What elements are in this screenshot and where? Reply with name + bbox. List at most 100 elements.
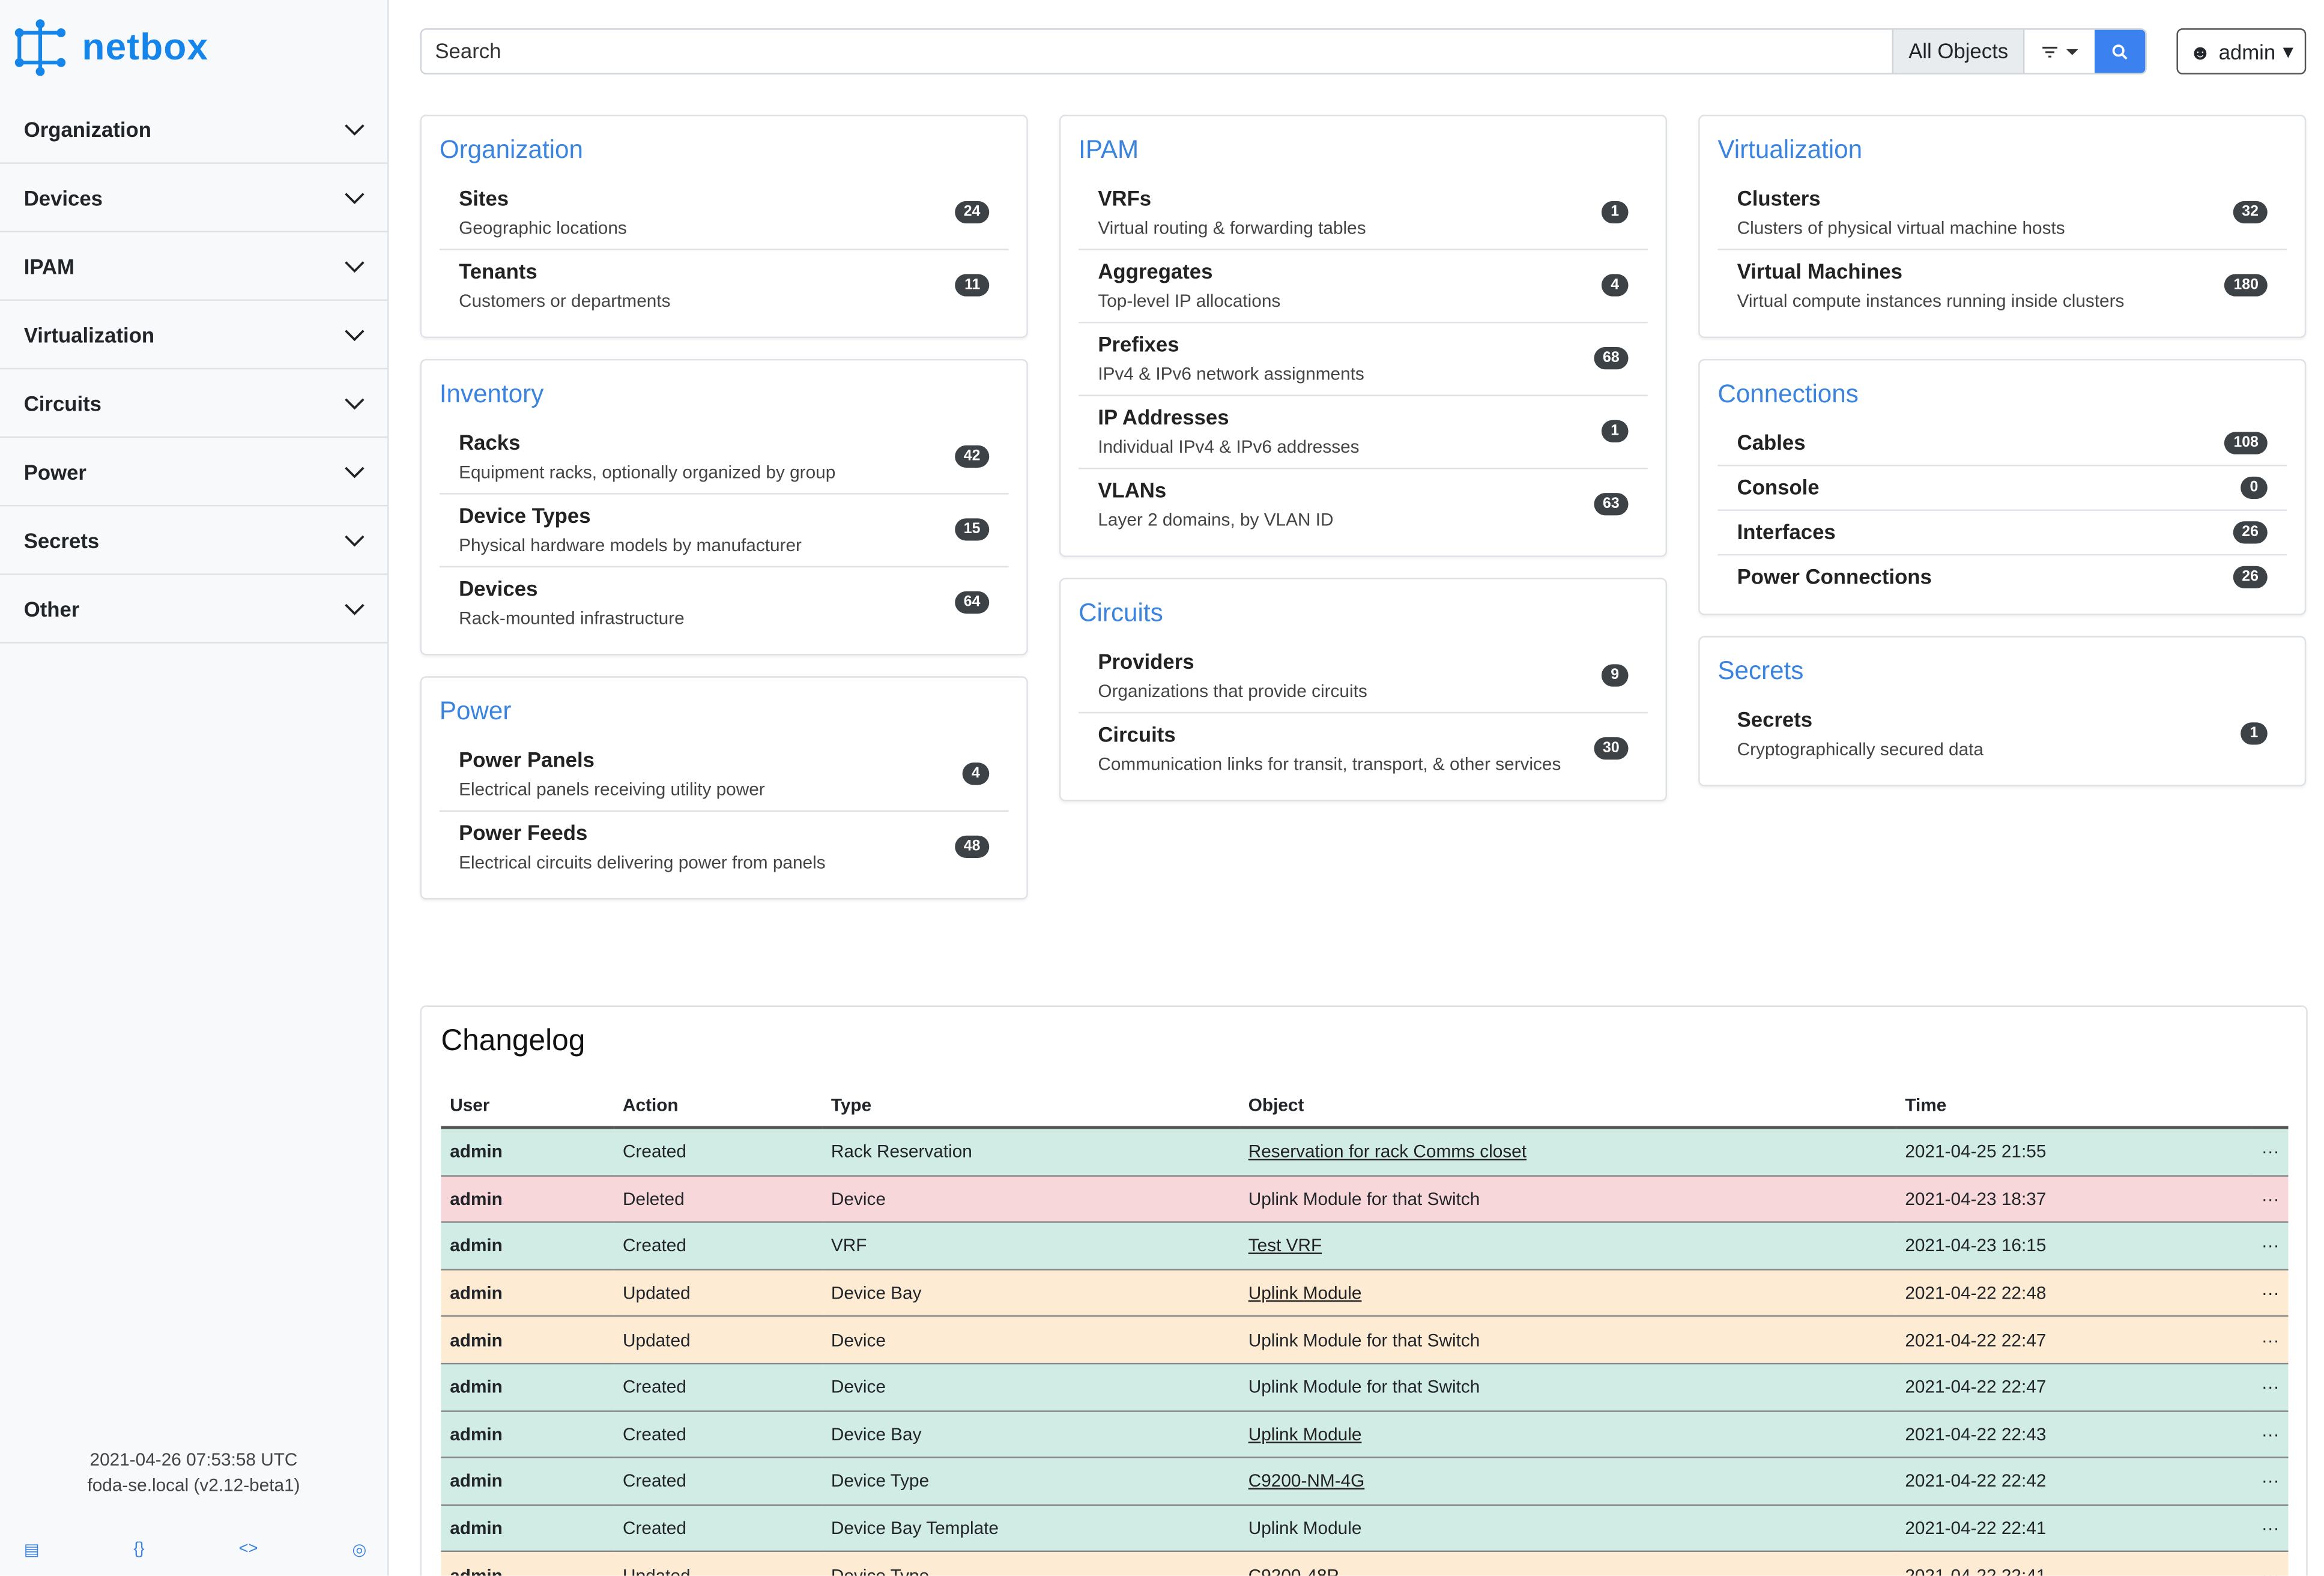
code-icon[interactable]: <> [238,1540,258,1558]
card-item[interactable]: Secrets Cryptographically secured data 1 [1717,698,2287,770]
object-link[interactable]: C9200-48P [1248,1565,1339,1576]
card-item[interactable]: Providers Organizations that provide circ… [1079,641,1648,714]
card-title[interactable]: Power [439,697,512,726]
card-item[interactable]: Power Panels Electrical panels receiving … [439,738,1009,812]
nav-item[interactable]: Virtualization [0,301,389,370]
count-badge: 9 [1601,664,1629,687]
help-icon[interactable]: ◎ [352,1541,367,1560]
count-badge: 30 [1594,737,1629,760]
item-description: Electrical circuits delivering power fro… [459,852,826,873]
card-title[interactable]: Inventory [439,379,544,408]
chevron [345,466,365,478]
card-item[interactable]: IP Addresses Individual IPv4 & IPv6 addre… [1079,396,1648,469]
nav-item[interactable]: Devices [0,164,389,233]
card-item[interactable]: Power Feeds Electrical circuits deliverin… [440,812,1009,883]
card-item[interactable]: Clusters Clusters of physical virtual mac… [1717,177,2287,250]
card-title[interactable]: Secrets [1717,657,1804,686]
type: Device Type [822,1551,1239,1576]
row-actions[interactable]: ··· [2252,1457,2289,1506]
nav-item[interactable]: Power [0,438,389,507]
item-text: Aggregates Top-level IP allocations [1098,259,1280,312]
card-item[interactable]: Interfaces 26 [1717,511,2287,556]
object: Uplink Module [1239,1269,1896,1317]
card-item[interactable]: Devices Rack-mounted infrastructure 64 [440,567,1009,639]
user: admin [441,1316,614,1365]
item-description: Individual IPv4 & IPv6 addresses [1098,436,1360,457]
item-description: Virtual compute instances running inside… [1737,290,2125,312]
row-actions[interactable]: ··· [2252,1505,2289,1553]
object-link[interactable]: Test VRF [1248,1235,1322,1257]
row-actions[interactable]: ··· [2252,1127,2289,1176]
card-item[interactable]: VRFs Virtual routing & forwarding tables 1 [1079,177,1648,250]
type: Device Bay [822,1269,1239,1317]
row-actions[interactable]: ··· [2252,1175,2289,1224]
card-title[interactable]: Circuits [1079,599,1163,627]
nav-item[interactable]: Other [0,575,389,644]
server-time: 2021-04-26 07:53:58 UTC [89,1449,298,1470]
card-item[interactable]: Virtual Machines Virtual compute instance… [1717,250,2287,322]
item-text: Secrets Cryptographically secured data [1737,707,1984,759]
chevron [345,123,365,135]
item-description: Organizations that provide circuits [1098,680,1367,702]
action: Updated [614,1269,823,1317]
action: Created [614,1410,823,1459]
card-title[interactable]: IPAM [1079,135,1139,164]
chevron [345,603,365,615]
user-menu[interactable]: ☻ admin ▾ [2176,28,2307,75]
search-scope[interactable]: All Objects [1892,29,2023,73]
changelog-row: admin Created Device Bay Template Uplink Mo… [441,1505,2289,1553]
docs-icon[interactable]: ▤ [23,1541,40,1560]
sidebar: netbox Organization Devices IPAM Virtualiza… [0,0,389,1576]
card-item[interactable]: Racks Equipment racks, optionally organiz… [439,421,1009,495]
time: 2021-04-22 22:41 [1896,1551,2253,1576]
chevron [345,192,365,204]
logo[interactable]: netbox [10,18,208,77]
card-title[interactable]: Connections [1717,379,1859,408]
object-link[interactable]: C9200-NM-4G [1248,1470,1365,1492]
filter-button[interactable] [2023,29,2095,73]
card-item[interactable]: Sites Geographic locations 24 [439,177,1009,250]
row-actions[interactable]: ··· [2252,1222,2289,1270]
nav-item[interactable]: IPAM [0,232,389,301]
card-item[interactable]: VLANs Layer 2 domains, by VLAN ID 63 [1079,469,1648,540]
count-badge: 108 [2224,431,2268,454]
nav-item[interactable]: Secrets [0,506,389,575]
nav-item[interactable]: Organization [0,95,389,164]
card-item[interactable]: Console 0 [1717,466,2287,511]
object-link[interactable]: Uplink Module [1248,1424,1362,1445]
card-item[interactable]: Power Connections 26 [1717,555,2287,599]
card-item[interactable]: Tenants Customers or departments 11 [440,250,1009,322]
object-name: Uplink Module [1248,1518,1362,1539]
card-title[interactable]: Organization [439,135,583,164]
item-name: Sites [459,186,509,210]
nav-item[interactable]: Circuits [0,369,389,438]
row-actions[interactable]: ··· [2252,1410,2289,1459]
object: Uplink Module for that Switch [1239,1175,1896,1224]
search-button[interactable] [2095,29,2146,73]
item-text: Console [1737,475,1820,499]
item-text: Devices Rack-mounted infrastructure [459,576,685,629]
search-input[interactable]: Search [435,38,501,63]
card-item[interactable]: Cables 108 [1717,421,2287,466]
object-link[interactable]: Reservation for rack Comms closet [1248,1141,1527,1162]
api-icon[interactable]: {} [133,1540,145,1558]
item-description: Communication links for transit, transpo… [1098,753,1561,775]
card: Inventory Racks Equipment racks, optionall… [420,358,1028,656]
card-item[interactable]: Device Types Physical hardware models by … [439,495,1009,568]
row-actions[interactable]: ··· [2252,1316,2289,1365]
card-item[interactable]: Circuits Communication links for transit,… [1079,713,1648,785]
card-item[interactable]: Prefixes IPv4 & IPv6 network assignments 6… [1079,323,1648,396]
row-actions[interactable]: ··· [2252,1363,2289,1411]
user: admin [441,1505,614,1553]
item-text: Virtual Machines Virtual compute instance… [1737,259,2125,312]
item-text: VRFs Virtual routing & forwarding tables [1098,186,1366,238]
card-title[interactable]: Virtualization [1717,135,1863,164]
card-item[interactable]: Aggregates Top-level IP allocations 4 [1079,250,1648,324]
row-actions[interactable]: ··· [2252,1269,2289,1317]
object: Test VRF [1239,1222,1896,1270]
user: admin [441,1269,614,1317]
row-actions[interactable]: ··· [2252,1551,2289,1576]
header-row: User Action Type Object Time [441,1088,2289,1129]
object-link[interactable]: Uplink Module [1248,1282,1362,1303]
